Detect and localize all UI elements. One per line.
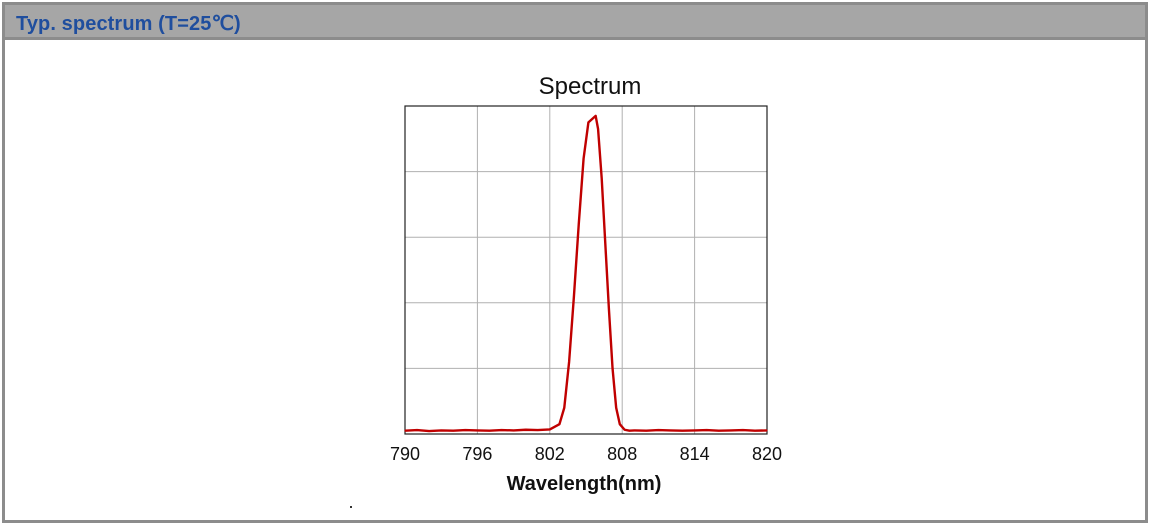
x-axis-label: Wavelength(nm): [507, 473, 662, 495]
panel-header: Typ. spectrum (T=25℃): [5, 5, 1145, 40]
spectrum-data-point: [611, 367, 614, 369]
spectrum-data-point: [754, 430, 756, 432]
spectrum-data-point: [681, 430, 684, 432]
panel-title: Typ. spectrum (T=25℃): [16, 13, 241, 35]
spectrum-data-point: [604, 243, 606, 245]
spectrum-data-point: [645, 430, 647, 432]
x-tick-label: 820: [752, 444, 782, 464]
x-tick-label: 796: [462, 444, 492, 464]
spectrum-data-point: [582, 157, 585, 160]
spectrum-data-point: [452, 430, 454, 432]
spectrum-data-point: [563, 407, 565, 409]
spectrum-data-point: [513, 429, 515, 431]
x-tick-labels: 790 796 802 808 814 820: [390, 444, 782, 464]
spectrum-data-point: [500, 429, 503, 431]
spectrum-data-point: [633, 429, 635, 431]
spectrum-data-point: [718, 430, 720, 432]
spectrum-data-point: [573, 295, 575, 297]
plot-area-frame: [404, 105, 768, 435]
spectrum-data-point: [706, 429, 708, 431]
chart-title: Spectrum: [539, 73, 642, 100]
spectrum-data-point: [597, 128, 599, 130]
spectrum-data-point: [476, 429, 478, 431]
x-tick-label: 790: [390, 444, 420, 464]
spectrum-data-point: [440, 429, 442, 431]
spectrum-data-point: [615, 407, 617, 409]
spectrum-series-line: [404, 114, 768, 433]
x-tick-label: 808: [607, 444, 637, 464]
spectrum-data-point: [628, 430, 631, 432]
chart-grid: [405, 106, 767, 434]
spectrum-data-point: [601, 177, 603, 179]
spectrum-data-point: [742, 429, 744, 431]
spectrum-data-point: [464, 429, 466, 431]
spectrum-data-point: [730, 429, 732, 431]
spectrum-data-point: [578, 223, 580, 225]
spectrum-data-point: [657, 429, 660, 431]
spectrum-data-point: [488, 430, 491, 432]
x-tick-label: 814: [680, 444, 710, 464]
spectrum-data-point: [624, 429, 626, 431]
spectrum-data-point: [694, 429, 696, 431]
spectrum-data-point: [766, 429, 768, 431]
spectrum-data-point: [537, 429, 539, 431]
spectrum-data-point: [404, 430, 406, 432]
spectrum-data-point: [549, 428, 551, 431]
spectrum-data-point: [416, 429, 418, 431]
spectrum-data-point: [608, 308, 610, 310]
spectrum-data-point: [525, 429, 527, 431]
spectrum-data-point: [428, 430, 430, 432]
spectrum-data-point: [568, 361, 570, 363]
spectrum-data-point: [595, 115, 597, 117]
spectrum-data-point: [587, 121, 590, 123]
stray-dot: [350, 506, 352, 508]
spectrum-data-point: [558, 423, 561, 425]
x-tick-label: 802: [535, 444, 565, 464]
spectrum-data-point: [619, 423, 621, 425]
series-group: [404, 114, 768, 433]
spectrum-data-point: [591, 118, 593, 120]
spectrum-data-point: [669, 429, 672, 431]
